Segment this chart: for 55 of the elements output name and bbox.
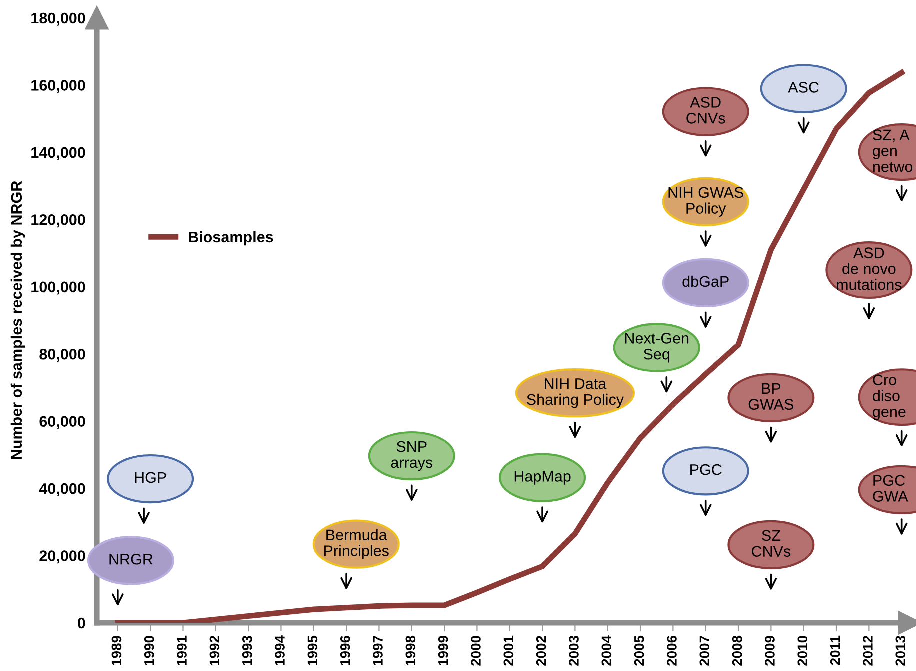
x-tick-label: 2002 <box>536 636 546 666</box>
x-tick-label: 1995 <box>308 636 318 666</box>
annotation: NIH GWAS Policy <box>668 187 744 217</box>
x-tick-label: 1998 <box>406 636 416 666</box>
x-tick-label: 2000 <box>471 636 481 666</box>
x-tick-label: 1999 <box>438 636 448 666</box>
y-tick-label: 0 <box>78 618 86 629</box>
annotation: ASC <box>788 82 819 93</box>
annotation: ASD de novo mutations <box>837 248 902 290</box>
annotation: PGC <box>690 464 722 476</box>
x-tick-label: 1997 <box>373 636 383 666</box>
x-tick-label: 2001 <box>504 636 514 666</box>
annotation: PGC GWA <box>873 475 908 502</box>
x-tick-label: 2009 <box>765 636 775 666</box>
y-tick-label: 20,000 <box>40 550 86 564</box>
annotation: NRGR <box>110 554 153 565</box>
x-tick-label: 1993 <box>242 636 252 666</box>
y-tick-label: 120,000 <box>32 214 86 228</box>
x-tick-label: 2005 <box>634 636 644 666</box>
x-tick-label: 1989 <box>112 636 122 666</box>
y-tick-label: 160,000 <box>32 80 86 94</box>
annotation: SZ CNVs <box>752 530 791 558</box>
x-tick-label: 2010 <box>798 636 808 666</box>
x-tick-label: 1994 <box>275 636 285 666</box>
x-tick-label: 2011 <box>830 636 840 666</box>
x-tick-label: 2007 <box>700 636 710 666</box>
x-tick-label: 1996 <box>340 636 350 666</box>
y-tick-label: 140,000 <box>32 147 86 160</box>
x-tick-label: 1991 <box>177 636 187 666</box>
annotation: Next-Gen Seq <box>625 333 689 363</box>
y-tick-label: 100,000 <box>32 282 86 295</box>
x-tick-label: 2008 <box>732 636 742 666</box>
x-tick-label: 2012 <box>863 636 873 666</box>
annotation: NIH Data Sharing Policy <box>527 378 624 408</box>
legend-label: Biosamples <box>189 231 274 246</box>
annotation: Bermuda Principles <box>324 529 389 560</box>
x-tick-label: 2013 <box>896 636 906 666</box>
x-tick-label: 1990 <box>144 636 154 666</box>
annotation: SZ, A gen netwo <box>873 130 913 172</box>
y-tick-label: 60,000 <box>40 416 86 430</box>
annotation: dbGaP <box>682 276 729 288</box>
x-tick-label: 2004 <box>602 636 612 666</box>
x-tick-label: 1992 <box>210 636 220 666</box>
y-tick-label: 40,000 <box>39 483 86 496</box>
annotation: HapMap <box>514 471 571 485</box>
annotation: SNP arrays <box>391 441 433 472</box>
annotation: BP GWAS <box>748 383 794 410</box>
y-axis-title: Number of samples received by NRGR <box>10 181 26 460</box>
y-tick-label: 180,000 <box>32 12 86 26</box>
annotation: Cro diso gene <box>873 374 906 420</box>
annotation: HGP <box>135 472 166 484</box>
x-tick-label: 2006 <box>667 636 677 666</box>
annotation: ASD CNVs <box>686 97 726 124</box>
x-tick-label: 2003 <box>569 636 579 666</box>
y-tick-label: 80,000 <box>40 348 86 362</box>
